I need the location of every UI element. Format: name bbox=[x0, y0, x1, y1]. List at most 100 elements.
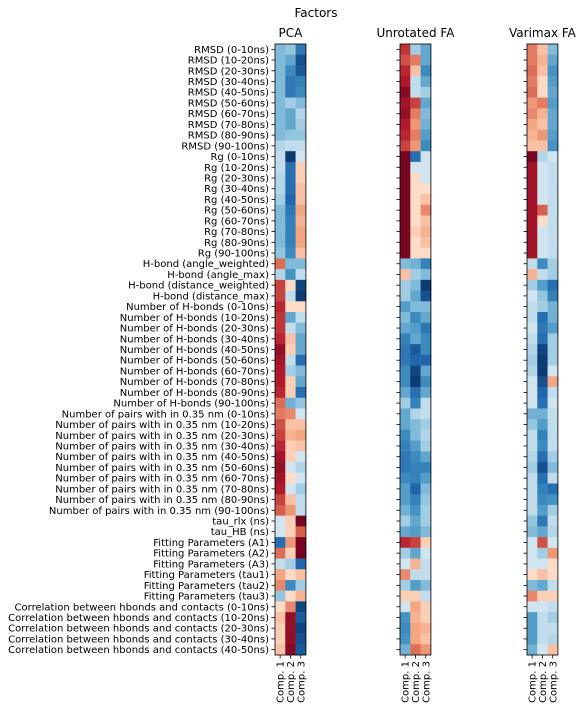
heatmap-cell bbox=[275, 526, 286, 538]
heatmap-cell bbox=[285, 44, 296, 56]
heatmap-cell bbox=[420, 419, 432, 431]
heatmap-cell bbox=[410, 633, 421, 645]
heatmap-cell bbox=[547, 440, 559, 452]
heatmap-cell bbox=[275, 365, 286, 377]
heatmap-cell bbox=[527, 258, 538, 270]
heatmap-cell bbox=[537, 86, 548, 98]
heatmap-cell bbox=[527, 236, 538, 248]
heatmap-cell bbox=[527, 387, 538, 399]
heatmap-cell bbox=[527, 644, 538, 656]
heatmap-cell bbox=[285, 172, 296, 184]
heatmap-cell bbox=[275, 644, 286, 656]
heatmap-cell bbox=[400, 376, 411, 388]
heatmap-cell bbox=[295, 97, 307, 109]
heatmap-cell bbox=[295, 644, 307, 656]
heatmap-cell bbox=[527, 526, 538, 538]
heatmap-cell bbox=[285, 183, 296, 195]
heatmap-cell bbox=[285, 269, 296, 281]
heatmap-cell bbox=[547, 558, 559, 570]
row-label: H-bond (distance_max) bbox=[153, 291, 270, 302]
heatmap-cell bbox=[400, 226, 411, 238]
heatmap-cell bbox=[275, 172, 286, 184]
heatmap-cell bbox=[285, 537, 296, 549]
heatmap-cell bbox=[420, 354, 432, 366]
heatmap-cell bbox=[295, 44, 307, 56]
heatmap-cell bbox=[400, 408, 411, 420]
heatmap-cell bbox=[547, 215, 559, 227]
heatmap-cell bbox=[547, 76, 559, 88]
heatmap-cell bbox=[400, 515, 411, 527]
row-label: H-bond (angle_max) bbox=[167, 270, 269, 281]
heatmap-cell bbox=[295, 65, 307, 77]
heatmap-cell bbox=[527, 397, 538, 409]
heatmap-cell bbox=[410, 194, 421, 206]
heatmap-cell bbox=[400, 322, 411, 334]
heatmap-cell bbox=[295, 269, 307, 281]
heatmap-cell bbox=[420, 290, 432, 302]
row-label: Correlation between hbonds and contacts … bbox=[15, 602, 270, 613]
heatmap-cell bbox=[400, 387, 411, 399]
row-label: Rg (30-40ns) bbox=[204, 184, 269, 195]
heatmap-cell bbox=[285, 236, 296, 248]
heatmap-cell bbox=[275, 612, 286, 624]
heatmap-cell bbox=[410, 451, 421, 463]
heatmap-cell bbox=[275, 633, 286, 645]
heatmap-cell bbox=[295, 612, 307, 624]
heatmap-cell bbox=[537, 172, 548, 184]
heatmap-cell bbox=[285, 601, 296, 613]
heatmap-cell bbox=[547, 429, 559, 441]
row-label: Rg (90-100ns) bbox=[198, 249, 269, 260]
heatmap-cell bbox=[527, 622, 538, 634]
heatmap-cell bbox=[295, 301, 307, 313]
row-label: Number of H-bonds (40-50ns) bbox=[120, 345, 269, 356]
heatmap-cell bbox=[275, 119, 286, 131]
heatmap-cell bbox=[547, 226, 559, 238]
heatmap-cell bbox=[285, 226, 296, 238]
heatmap-cell bbox=[537, 419, 548, 431]
heatmap-cell bbox=[295, 54, 307, 66]
heatmap-cell bbox=[527, 601, 538, 613]
heatmap-cell bbox=[400, 279, 411, 291]
heatmap-cell bbox=[547, 236, 559, 248]
heatmap-cell bbox=[547, 311, 559, 324]
heatmap-cell bbox=[410, 601, 421, 613]
heatmap-cell bbox=[547, 344, 559, 356]
heatmap-cell bbox=[547, 97, 559, 109]
heatmap-cell bbox=[295, 344, 307, 356]
row-label: Number of pairs with in 0.35 nm (40-50ns… bbox=[55, 452, 269, 463]
heatmap-cell bbox=[285, 119, 296, 131]
heatmap-cell bbox=[295, 258, 307, 270]
heatmap-cell bbox=[420, 97, 432, 109]
heatmap-cell bbox=[547, 612, 559, 624]
figure-title: Factors bbox=[295, 6, 338, 20]
heatmap-cell bbox=[547, 161, 559, 173]
heatmap-cell bbox=[275, 569, 286, 581]
heatmap-cell bbox=[400, 569, 411, 581]
row-labels: RMSD (0-10ns)RMSD (10-20ns)RMSD (20-30ns… bbox=[8, 45, 269, 656]
heatmap-cell bbox=[400, 440, 411, 452]
heatmap-cell bbox=[285, 558, 296, 570]
heatmap-cell bbox=[420, 612, 432, 624]
heatmap-cell bbox=[410, 279, 421, 291]
heatmap-cell bbox=[547, 108, 559, 120]
row-label: Number of H-bonds (60-70ns) bbox=[120, 366, 269, 377]
heatmap-cell bbox=[410, 344, 421, 356]
heatmap-cell bbox=[410, 558, 421, 570]
heatmap-cell bbox=[400, 451, 411, 463]
row-label: Number of H-bonds (50-60ns) bbox=[120, 356, 269, 367]
heatmap-cell bbox=[275, 429, 286, 441]
heatmap-cell bbox=[420, 119, 432, 131]
heatmap-cell bbox=[537, 333, 548, 345]
heatmap-cell bbox=[547, 365, 559, 377]
heatmap-cell bbox=[410, 236, 421, 248]
heatmap-cell bbox=[295, 161, 307, 173]
heatmap-cell bbox=[400, 333, 411, 345]
heatmap-cell bbox=[400, 204, 411, 216]
heatmap-cell bbox=[275, 408, 286, 420]
heatmap-cell bbox=[420, 472, 432, 484]
heatmap-cell bbox=[400, 526, 411, 538]
heatmap-cell bbox=[400, 590, 411, 602]
heatmap-cell bbox=[400, 558, 411, 570]
heatmap-cell bbox=[295, 569, 307, 581]
